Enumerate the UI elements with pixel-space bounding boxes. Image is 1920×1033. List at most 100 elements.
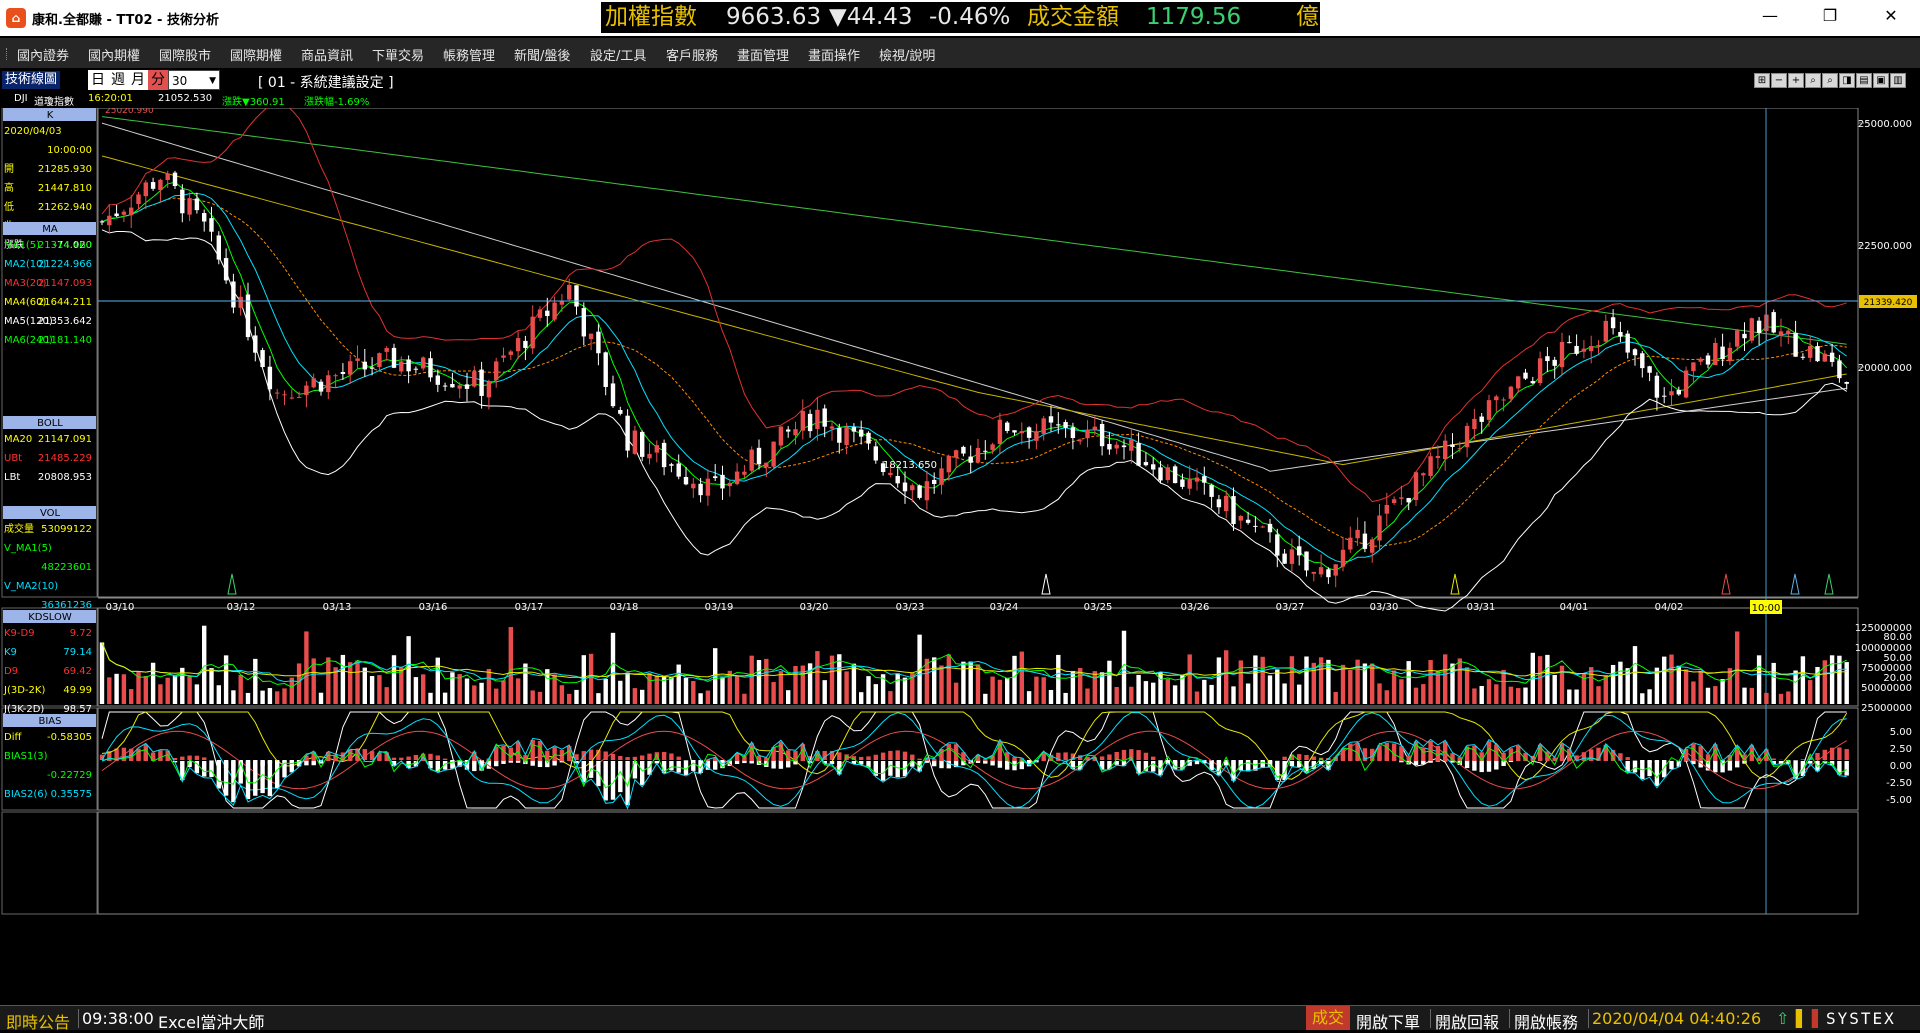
kd-diff-bar: [647, 754, 651, 760]
window-icon[interactable]: ▣: [1873, 73, 1889, 88]
candle-body: [531, 317, 535, 349]
save-icon[interactable]: ▤: [1856, 73, 1872, 88]
menu-item[interactable]: 商品資訊: [301, 45, 353, 64]
notice-label[interactable]: 即時公告: [6, 1009, 70, 1033]
kd-diff-bar: [786, 760, 790, 767]
volume-bar: [1640, 693, 1644, 704]
minimize-button[interactable]: —: [1755, 6, 1785, 25]
menu-item[interactable]: 帳務管理: [443, 45, 495, 64]
candle-body: [136, 194, 140, 204]
volume-bar: [779, 671, 783, 704]
volume-bar: [560, 685, 564, 704]
menu-item[interactable]: 國內期權: [88, 45, 140, 64]
volume-bar: [1618, 662, 1622, 704]
volume-bar: [1684, 669, 1688, 704]
boll-legend-value: 21147.091: [38, 434, 92, 445]
candle-body: [1261, 526, 1265, 527]
interval-select[interactable]: 30 ▼: [168, 70, 220, 90]
open-order-button[interactable]: 開啟下單: [1356, 1009, 1420, 1033]
setting-label[interactable]: [ 01 - 系統建議設定 ]: [258, 72, 394, 92]
menu-item[interactable]: 檢視/說明: [879, 45, 935, 64]
grid-icon[interactable]: ▥: [1890, 73, 1906, 88]
layout-icon[interactable]: ◨: [1839, 73, 1855, 88]
candle-body: [633, 431, 637, 454]
volume-bar: [947, 655, 951, 704]
bar-icon: ▌: [1812, 1009, 1824, 1028]
volume-bar: [1085, 689, 1089, 704]
volume-bar: [1042, 677, 1046, 704]
bias-diff-bar: [1290, 761, 1294, 766]
boll-legend-value: 21485.229: [38, 453, 92, 464]
open-report-button[interactable]: 開啟回報: [1435, 1009, 1499, 1033]
candle-body: [567, 285, 571, 300]
volume-bar: [1304, 656, 1308, 704]
search-alt-icon[interactable]: ⌕: [1822, 73, 1838, 88]
menu-item[interactable]: 新聞/盤後: [514, 45, 570, 64]
volume-bar: [1699, 671, 1703, 704]
symbol-name: 道瓊指數: [34, 93, 74, 108]
volume-bar: [764, 659, 768, 704]
menu-item[interactable]: 畫面管理: [737, 45, 789, 64]
bias-diff-bar: [1348, 744, 1352, 761]
period-month-button[interactable]: 月: [128, 70, 148, 90]
candle-body: [487, 382, 491, 398]
kd-diff-bar: [1713, 760, 1717, 772]
volume-bar: [1772, 663, 1776, 704]
panel-frame: [98, 108, 1858, 597]
status-bar: 即時公告 09:38:00 Excel當沖大師 成交 開啟下單 開啟回報 開啟帳…: [0, 1005, 1920, 1030]
volume-bar: [144, 676, 148, 704]
volume-bar: [1195, 692, 1199, 704]
volume-bar: [1253, 655, 1257, 704]
volume-bar: [888, 691, 892, 704]
bar-icon: ▌: [1796, 1009, 1808, 1028]
kd-diff-bar: [1845, 749, 1849, 760]
bias-legend-value: 0.35575: [51, 789, 92, 800]
candle-body: [1392, 499, 1396, 503]
zoom-out-icon[interactable]: −: [1771, 73, 1787, 88]
notice-message[interactable]: Excel當沖大師: [158, 1009, 264, 1033]
maximize-button[interactable]: ❐: [1815, 6, 1845, 25]
index-ticker: 加權指數 9663.63 ▼44.43 -0.46% 成交金額 1179.56 …: [601, 2, 1320, 33]
volume-bar: [458, 674, 462, 704]
candle-body: [326, 375, 330, 392]
candle-body: [1056, 424, 1060, 425]
zoom-in-icon[interactable]: +: [1788, 73, 1804, 88]
bias-diff-bar: [501, 746, 505, 761]
menu-item[interactable]: 國內證券: [17, 45, 69, 64]
kd-diff-bar: [1626, 757, 1630, 760]
menu-item[interactable]: 國際股市: [159, 45, 211, 64]
volume-bar: [1034, 677, 1038, 704]
menu-item[interactable]: 畫面操作: [808, 45, 860, 64]
candle-body: [939, 468, 943, 484]
crosshair-icon[interactable]: ⊞: [1754, 73, 1770, 88]
volume-bar: [1209, 685, 1213, 704]
kd-diff-bar: [1107, 754, 1111, 760]
period-day-button[interactable]: 日: [88, 70, 108, 90]
volume-bar: [742, 694, 746, 704]
kd-diff-bar: [1063, 752, 1067, 760]
candle-body: [304, 386, 308, 396]
candle-body: [1779, 331, 1783, 335]
candle-body: [1808, 346, 1812, 358]
close-button[interactable]: ✕: [1876, 6, 1906, 25]
period-minute-button[interactable]: 分: [148, 70, 168, 90]
kd-legend-value: 69.42: [63, 666, 92, 677]
bias-diff-bar: [217, 761, 221, 788]
bias-diff-bar: [1436, 746, 1440, 761]
open-account-button[interactable]: 開啟帳務: [1514, 1009, 1578, 1033]
period-week-button[interactable]: 週: [108, 70, 128, 90]
menu-item[interactable]: 國際期權: [230, 45, 282, 64]
candle-body: [253, 335, 257, 352]
candle-body: [1363, 534, 1367, 549]
candle-body: [516, 338, 520, 351]
bias-diff-bar: [888, 761, 892, 776]
menu-item[interactable]: 客戶服務: [666, 45, 718, 64]
trade-button[interactable]: 成交: [1306, 1006, 1350, 1030]
bias-axis-tick: 0.00: [1890, 761, 1912, 772]
candle-body: [859, 430, 863, 437]
menu-item[interactable]: 設定/工具: [590, 45, 646, 64]
candle-body: [1523, 373, 1527, 379]
menu-item[interactable]: 下單交易: [372, 45, 424, 64]
search-icon[interactable]: ⌕: [1805, 73, 1821, 88]
